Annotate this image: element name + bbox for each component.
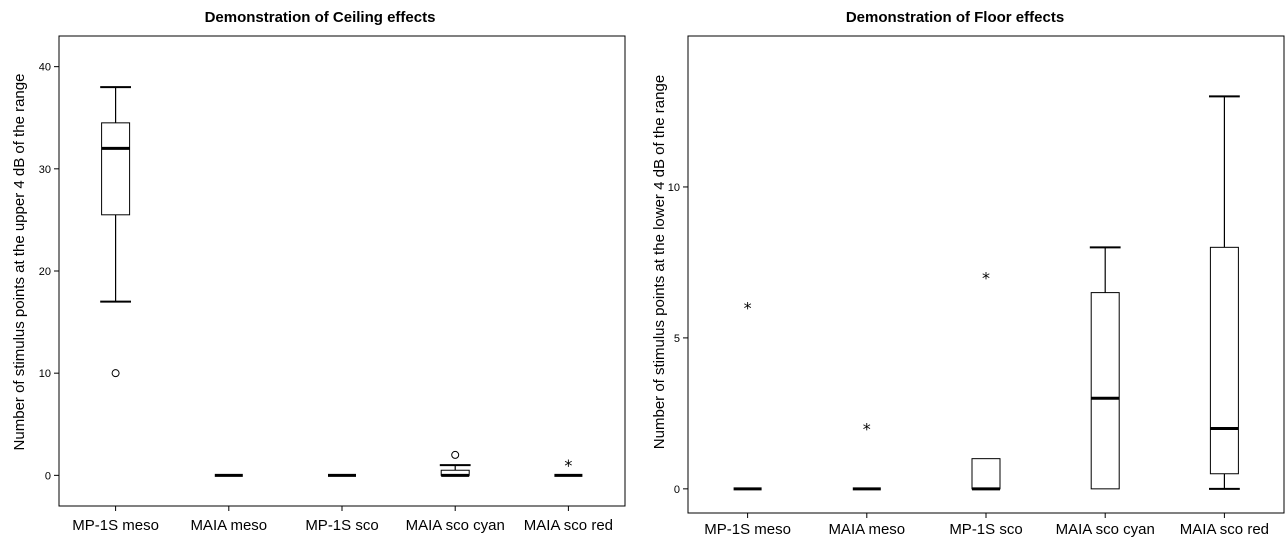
floor-category-label: MAIA sco cyan — [1056, 521, 1155, 538]
ceiling-plot-marks: 0 10 20 30 40 MP-1S meso MAIA meso MP-1S sco MAI… — [39, 62, 613, 534]
ceiling-category-label: MAIA sco cyan — [406, 517, 505, 534]
ceiling-y-tick-label: 0 — [45, 470, 51, 482]
ceiling-category-label: MP-1S meso — [72, 517, 159, 534]
floor-box — [1090, 292, 1120, 490]
ceiling-y-tick-label: 10 — [39, 368, 51, 380]
ceiling-category-label: MAIA meso — [190, 517, 267, 534]
floor-chart-title: Demonstration of Floor effects — [846, 9, 1064, 26]
floor-category-label: MAIA meso — [828, 521, 905, 538]
ceiling-plot-area — [58, 35, 626, 507]
floor-category-label: MP-1S meso — [704, 521, 791, 538]
ceiling-y-tick-label: 30 — [39, 164, 51, 176]
ceiling-outlier-point — [451, 450, 460, 459]
ceiling-chart-title: Demonstration of Ceiling effects — [205, 9, 436, 26]
floor-extreme-point: * — [744, 299, 752, 318]
floor-box — [1209, 246, 1239, 475]
floor-y-tick-label: 5 — [674, 333, 680, 345]
ceiling-chart: Demonstration of Ceiling effects Number … — [11, 9, 626, 534]
floor-chart: Demonstration of Floor effects Number of… — [651, 9, 1285, 538]
floor-box — [971, 458, 1001, 490]
ceiling-category-label: MAIA sco red — [524, 517, 613, 534]
floor-category-label: MAIA sco red — [1180, 521, 1269, 538]
ceiling-outlier-point — [111, 369, 120, 378]
floor-y-tick-label: 10 — [668, 182, 680, 194]
ceiling-category-label: MP-1S sco — [305, 517, 378, 534]
floor-y-tick-label: 0 — [674, 484, 680, 496]
floor-category-label: MP-1S sco — [949, 521, 1022, 538]
floor-plot-marks: 0 5 10 MP-1S meso * MAIA meso * MP-1S sco * MAIA … — [668, 95, 1269, 538]
ceiling-box — [101, 122, 131, 216]
ceiling-chart-y-axis-label: Number of stimulus points at the upper 4… — [11, 74, 28, 451]
floor-extreme-point: * — [863, 419, 871, 438]
floor-chart-y-axis-label: Number of stimulus points at the lower 4… — [651, 75, 668, 449]
floor-extreme-point: * — [982, 269, 990, 288]
ceiling-extreme-point: * — [564, 456, 572, 475]
ceiling-y-tick-label: 40 — [39, 62, 51, 74]
ceiling-y-tick-label: 20 — [39, 266, 51, 278]
